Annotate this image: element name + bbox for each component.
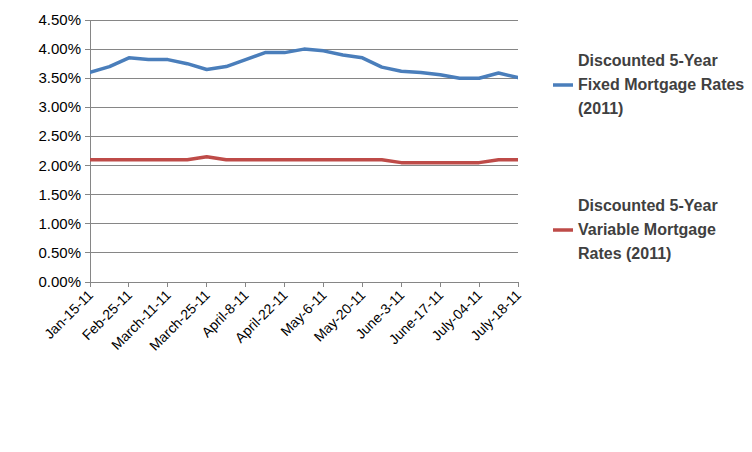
grid-line xyxy=(90,107,518,108)
y-tick xyxy=(85,282,90,283)
legend-swatch xyxy=(553,83,573,87)
x-tick-label: July-18-11 xyxy=(467,287,524,344)
y-tick-label: 3.00% xyxy=(38,98,81,115)
y-tick xyxy=(85,78,90,79)
y-tick-label: 0.00% xyxy=(38,273,81,290)
y-tick-label: 2.50% xyxy=(38,127,81,144)
x-tick xyxy=(167,282,168,287)
legend-swatch xyxy=(553,228,573,232)
legend-label: Discounted 5-Year Fixed Mortgage Rates (20… xyxy=(578,52,744,117)
y-tick xyxy=(85,20,90,21)
grid-line xyxy=(90,252,518,253)
x-tick-label: April-22-11 xyxy=(232,287,291,346)
y-tick-label: 1.00% xyxy=(38,215,81,232)
grid-line xyxy=(90,282,518,283)
y-tick-label: 3.50% xyxy=(38,69,81,86)
x-axis xyxy=(90,282,518,283)
legend-line: Variable Mortgage xyxy=(578,221,716,238)
x-tick xyxy=(206,282,207,287)
legend-line: Discounted 5-Year xyxy=(578,197,718,214)
y-tick-label: 4.50% xyxy=(38,11,81,28)
x-tick xyxy=(245,282,246,287)
y-tick-label: 1.50% xyxy=(38,186,81,203)
x-tick xyxy=(401,282,402,287)
legend-label: Discounted 5-Year Variable Mortgage Rates … xyxy=(578,197,718,262)
legend-line: Fixed Mortgage Rates xyxy=(578,76,744,93)
series-line xyxy=(90,157,518,163)
grid-line xyxy=(90,136,518,137)
x-tick xyxy=(440,282,441,287)
x-tick xyxy=(90,282,91,287)
x-tick-label: March-25-11 xyxy=(146,287,213,354)
y-tick xyxy=(85,136,90,137)
grid xyxy=(90,20,518,282)
grid-line xyxy=(90,223,518,224)
y-tick-label: 2.00% xyxy=(38,157,81,174)
y-axis xyxy=(90,20,91,282)
x-tick xyxy=(479,282,480,287)
chart: 0.00% 0.50% 1.00% 1.50% 2.00% 2.50% 3.00% 3.50%… xyxy=(0,0,752,452)
x-tick xyxy=(323,282,324,287)
x-tick xyxy=(518,282,519,287)
x-tick xyxy=(362,282,363,287)
x-tick xyxy=(284,282,285,287)
y-tick xyxy=(85,194,90,195)
y-tick xyxy=(85,223,90,224)
y-tick-label: 0.50% xyxy=(38,244,81,261)
legend-item: Discounted 5-Year Variable Mortgage Rates … xyxy=(553,197,718,262)
legend-item: Discounted 5-Year Fixed Mortgage Rates (20… xyxy=(553,52,744,117)
x-tick xyxy=(128,282,129,287)
grid-line xyxy=(90,194,518,195)
y-tick xyxy=(85,165,90,166)
series-line xyxy=(90,49,518,78)
grid-line xyxy=(90,20,518,21)
legend-line: Rates (2011) xyxy=(578,245,671,262)
grid-line xyxy=(90,165,518,166)
y-tick xyxy=(85,252,90,253)
plot-area xyxy=(90,49,518,163)
y-tick xyxy=(85,49,90,50)
y-tick xyxy=(85,107,90,108)
legend-line: Discounted 5-Year xyxy=(578,52,718,69)
y-tick-label: 4.00% xyxy=(38,40,81,57)
legend-line: (2011) xyxy=(578,100,623,117)
